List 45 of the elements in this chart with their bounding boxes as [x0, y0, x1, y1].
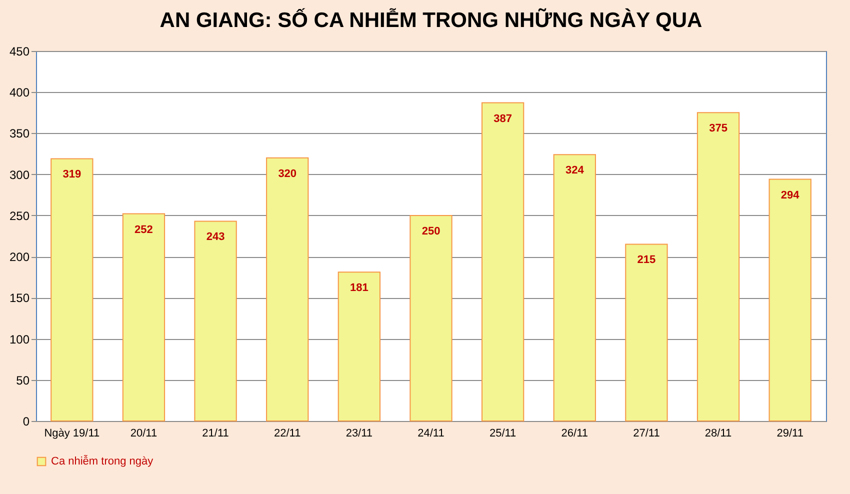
y-tick-label: 250 [9, 208, 30, 223]
data-label: 243 [206, 231, 225, 244]
y-tick-label: 0 [22, 414, 30, 428]
y-tick-label: 450 [9, 44, 30, 58]
x-tick-label: Ngày 19/11 [44, 428, 100, 440]
data-label: 375 [709, 122, 728, 135]
y-tick-label: 350 [9, 126, 30, 141]
data-label: 181 [350, 282, 368, 294]
y-tick-label: 300 [9, 168, 30, 182]
x-tick-label: 24/11 [418, 428, 444, 440]
x-tick-label: 25/11 [489, 428, 516, 440]
bar [194, 220, 237, 422]
legend-label: Ca nhiễm trong ngày [51, 454, 154, 468]
bar [768, 178, 812, 422]
data-label: 320 [278, 168, 297, 180]
y-tick-label: 100 [9, 332, 30, 346]
data-label: 324 [565, 164, 585, 177]
data-label: 250 [422, 225, 440, 238]
bar [338, 272, 381, 422]
data-label: 252 [134, 224, 153, 236]
x-tick-label: 26/11 [561, 428, 588, 440]
y-tick-label: 200 [9, 250, 30, 264]
x-tick-label: 29/11 [776, 428, 804, 440]
data-label: 319 [62, 168, 82, 181]
bar [410, 214, 452, 422]
bar [122, 213, 166, 422]
bar [50, 158, 94, 422]
x-tick-label: 27/11 [633, 428, 660, 440]
bar [696, 112, 740, 422]
data-label: 294 [780, 189, 800, 202]
x-tick-label: 22/11 [274, 428, 301, 440]
bar [481, 102, 524, 422]
y-tick-label: 400 [9, 86, 30, 100]
y-tick-label: 50 [16, 373, 30, 388]
data-label: 387 [494, 112, 512, 125]
x-tick-label: 28/11 [704, 428, 732, 440]
bar [266, 157, 309, 422]
x-tick-label: 20/11 [130, 428, 158, 440]
x-tick-label: 23/11 [346, 428, 373, 440]
bar [553, 154, 596, 422]
bar [625, 244, 668, 422]
chart-title: AN GIANG: SỐ CA NHIỄM TRONG NHỮNG NGÀY QUA [160, 8, 702, 32]
y-tick-label: 150 [9, 291, 30, 306]
x-tick-label: 21/11 [202, 428, 229, 440]
data-label: 215 [637, 254, 656, 266]
